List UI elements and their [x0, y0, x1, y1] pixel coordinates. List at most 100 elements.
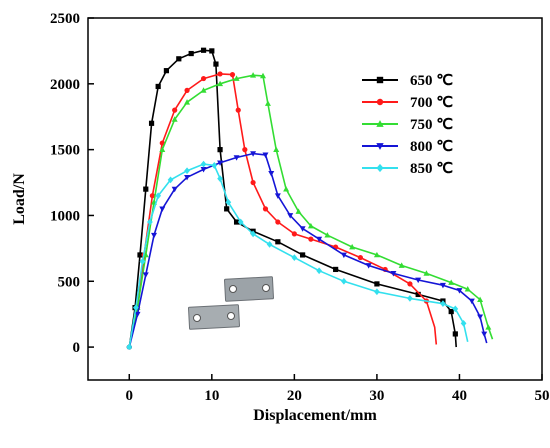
data-point [237, 218, 244, 226]
data-point [357, 254, 363, 261]
data-point [159, 206, 166, 212]
data-point [262, 206, 269, 212]
data-point [340, 252, 347, 259]
data-point [452, 305, 459, 313]
data-point [211, 162, 218, 169]
data-point [268, 170, 275, 177]
y-tick-label: 2000 [50, 77, 80, 93]
data-point [423, 270, 430, 276]
data-point [287, 213, 294, 219]
data-point [456, 288, 463, 294]
y-tick-label: 0 [73, 340, 81, 356]
legend-label: 700 ℃ [410, 95, 453, 111]
data-point [407, 281, 413, 287]
legend-marker [376, 98, 384, 106]
data-point [274, 193, 281, 199]
data-point [151, 232, 158, 239]
data-point [299, 226, 306, 232]
series-1 [126, 71, 438, 350]
x-tick-label: 50 [535, 388, 550, 404]
data-point [477, 296, 484, 303]
data-point [200, 160, 207, 168]
data-point [295, 208, 302, 214]
data-point [217, 80, 224, 87]
data-point [171, 116, 178, 122]
x-tick-label: 30 [369, 388, 384, 404]
data-point [171, 186, 178, 193]
legend-item: 650 ℃ [362, 73, 453, 89]
legend-marker [376, 143, 384, 150]
data-point [374, 281, 380, 287]
y-tick-label: 500 [58, 274, 81, 290]
data-point [225, 198, 232, 206]
data-point [485, 324, 492, 330]
data-point [300, 252, 306, 258]
data-point [349, 243, 356, 250]
data-point [188, 50, 194, 57]
data-point [439, 282, 446, 289]
data-point [217, 160, 224, 166]
data-point [264, 100, 271, 106]
data-point [275, 219, 281, 225]
plot-frame [87, 17, 543, 381]
data-point [200, 87, 207, 93]
data-point [184, 99, 191, 105]
data-point [316, 236, 323, 243]
data-point [308, 236, 314, 242]
legend-marker [376, 120, 384, 127]
data-point [341, 277, 347, 285]
legend-label: 800 ℃ [410, 139, 453, 155]
legend-item: 800 ℃ [362, 139, 453, 155]
data-point [233, 155, 240, 161]
data-point [143, 186, 149, 192]
data-point [167, 176, 174, 184]
data-point [155, 83, 161, 90]
data-point [262, 152, 269, 159]
data-point [460, 320, 467, 327]
data-point [275, 239, 281, 245]
legend-marker [376, 76, 384, 84]
data-point [209, 48, 215, 54]
x-tick-label: 40 [452, 388, 467, 404]
data-point [250, 151, 257, 157]
series-2 [126, 72, 494, 350]
data-point [139, 258, 146, 265]
data-point [250, 72, 257, 78]
data-point [250, 179, 256, 186]
legend-item: 700 ℃ [362, 95, 453, 111]
data-point [233, 75, 240, 81]
data-point [316, 267, 322, 275]
data-point [155, 192, 162, 200]
data-point [217, 147, 223, 153]
specimen-photo [188, 276, 274, 330]
data-point [448, 279, 455, 285]
y-tick-label: 1500 [50, 143, 80, 159]
data-point [398, 262, 405, 268]
legend-label: 850 ℃ [410, 161, 453, 177]
data-point [333, 266, 339, 273]
data-point [176, 56, 182, 62]
series-start-point [126, 344, 132, 350]
series-line [128, 73, 438, 348]
data-point [148, 120, 155, 126]
series-4 [126, 160, 469, 350]
data-point [468, 298, 475, 305]
data-point [184, 174, 191, 181]
data-point [250, 230, 256, 238]
data-point [200, 75, 207, 82]
data-point [134, 311, 141, 318]
data-point [213, 61, 219, 67]
legend-marker [376, 163, 384, 173]
data-point [133, 304, 139, 311]
series-line [128, 49, 457, 348]
legend-item: 850 ℃ [362, 161, 453, 177]
x-axis-title: Displacement/mm [253, 407, 377, 424]
data-point [163, 68, 170, 74]
data-point [147, 218, 153, 226]
data-point [273, 146, 280, 152]
data-point [291, 231, 297, 237]
data-point [415, 277, 422, 284]
data-point [217, 71, 223, 77]
x-tick-label: 0 [126, 388, 134, 404]
